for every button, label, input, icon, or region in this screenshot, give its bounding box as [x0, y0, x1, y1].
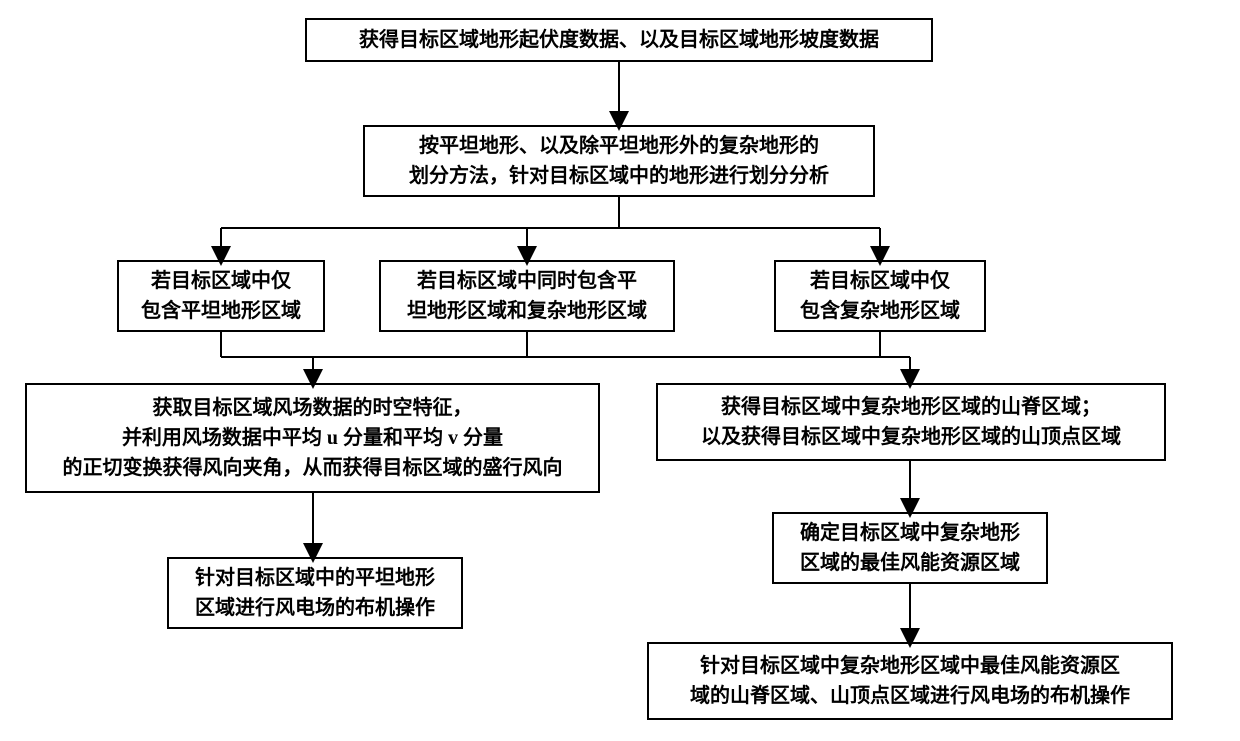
flow-box-best-resource: 确定目标区域中复杂地形 区域的最佳风能资源区域	[772, 512, 1048, 584]
box-text: 获取目标区域风场数据的时空特征， 并利用风场数据中平均 u 分量和平均 v 分量…	[63, 393, 563, 483]
flow-box-branch-both: 若目标区域中同时包含平 坦地形区域和复杂地形区域	[379, 260, 675, 332]
flow-box-ridge-peak: 获得目标区域中复杂地形区域的山脊区域； 以及获得目标区域中复杂地形区域的山顶点区…	[656, 383, 1166, 461]
flow-box-complex-deploy: 针对目标区域中复杂地形区域中最佳风能资源区 域的山脊区域、山顶点区域进行风电场的…	[647, 642, 1173, 720]
flow-box-branch-flat-only: 若目标区域中仅 包含平坦地形区域	[117, 260, 325, 332]
flow-box-wind-direction: 获取目标区域风场数据的时空特征， 并利用风场数据中平均 u 分量和平均 v 分量…	[25, 383, 600, 493]
connectors-layer	[0, 0, 1240, 741]
flow-box-step1: 获得目标区域地形起伏度数据、以及目标区域地形坡度数据	[305, 18, 933, 62]
flow-box-branch-complex-only: 若目标区域中仅 包含复杂地形区域	[774, 260, 986, 332]
box-text: 若目标区域中仅 包含平坦地形区域	[141, 266, 301, 326]
box-text: 确定目标区域中复杂地形 区域的最佳风能资源区域	[800, 518, 1020, 578]
box-text: 获得目标区域地形起伏度数据、以及目标区域地形坡度数据	[359, 25, 879, 55]
flow-box-step2: 按平坦地形、以及除平坦地形外的复杂地形的 划分方法，针对目标区域中的地形进行划分…	[363, 125, 875, 197]
box-text: 按平坦地形、以及除平坦地形外的复杂地形的 划分方法，针对目标区域中的地形进行划分…	[409, 131, 829, 191]
box-text: 针对目标区域中复杂地形区域中最佳风能资源区 域的山脊区域、山顶点区域进行风电场的…	[690, 651, 1130, 711]
box-text: 获得目标区域中复杂地形区域的山脊区域； 以及获得目标区域中复杂地形区域的山顶点区…	[701, 392, 1121, 452]
flow-box-flat-deploy: 针对目标区域中的平坦地形 区域进行风电场的布机操作	[167, 557, 463, 629]
box-text: 针对目标区域中的平坦地形 区域进行风电场的布机操作	[195, 563, 435, 623]
box-text: 若目标区域中仅 包含复杂地形区域	[800, 266, 960, 326]
box-text: 若目标区域中同时包含平 坦地形区域和复杂地形区域	[407, 266, 647, 326]
